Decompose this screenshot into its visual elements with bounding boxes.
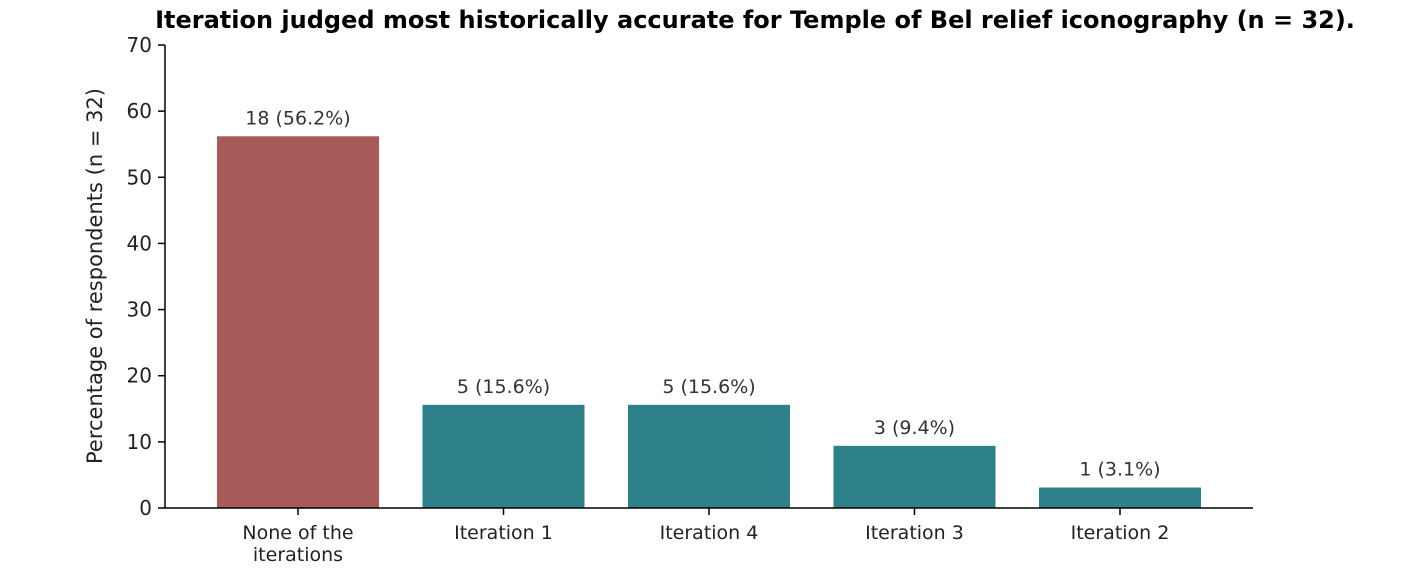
y-tick-label: 40	[127, 231, 152, 255]
data-label: 1 (3.1%)	[1079, 458, 1160, 480]
bar-1	[217, 136, 379, 508]
data-label: 18 (56.2%)	[245, 107, 350, 129]
x-tick-label: None of the iterations	[242, 522, 353, 566]
y-tick-label: 50	[127, 165, 152, 189]
bar-4	[833, 445, 996, 508]
y-tick-label: 30	[127, 298, 152, 322]
y-tick-label: 70	[127, 33, 152, 57]
plot-area: 0 10 20 30 40 50 60 70 None of the iterations Iter…	[127, 33, 1253, 566]
data-label: 3 (9.4%)	[874, 417, 955, 439]
x-tick-label: Iteration 4	[660, 522, 759, 544]
bar-3	[628, 404, 790, 508]
bar-5	[1039, 487, 1201, 508]
chart-title: Iteration judged most historically accur…	[155, 6, 1355, 34]
x-tick-label: Iteration 3	[865, 522, 964, 544]
x-tick-label: Iteration 2	[1071, 522, 1170, 544]
y-axis-label: Percentage of respondents (n = 32)	[83, 88, 107, 464]
y-tick-label: 60	[127, 99, 152, 123]
x-tick-label: Iteration 1	[454, 522, 553, 544]
y-tick-label: 20	[127, 364, 152, 388]
data-label: 5 (15.6%)	[457, 376, 550, 398]
y-tick-label: 0	[139, 496, 152, 520]
y-tick-label: 10	[127, 430, 152, 454]
bar-2	[422, 404, 585, 508]
data-label: 5 (15.6%)	[662, 376, 755, 398]
